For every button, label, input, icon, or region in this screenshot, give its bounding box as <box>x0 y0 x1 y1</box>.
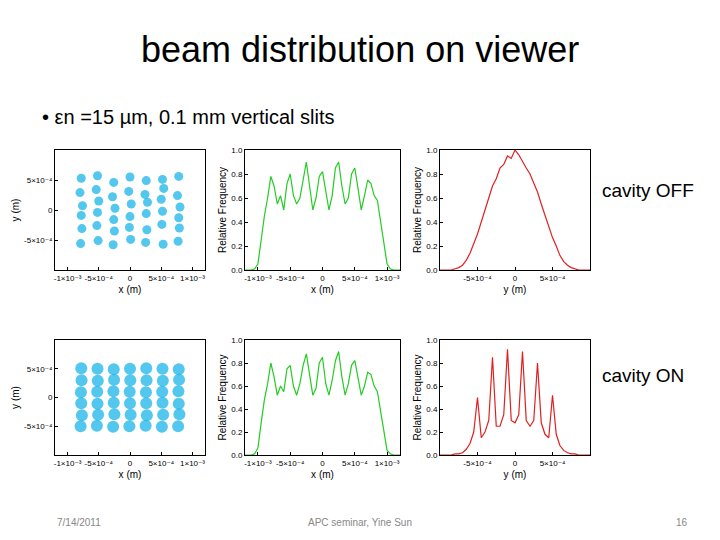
svg-text:-5×10⁻⁴: -5×10⁻⁴ <box>85 459 114 468</box>
svg-text:-1×10⁻³: -1×10⁻³ <box>54 459 82 468</box>
svg-text:0.2: 0.2 <box>231 242 243 251</box>
svg-text:0.4: 0.4 <box>231 218 243 227</box>
svg-text:5×10⁻⁴: 5×10⁻⁴ <box>148 274 174 283</box>
svg-text:0.2: 0.2 <box>426 428 438 437</box>
svg-text:1.0: 1.0 <box>231 336 243 345</box>
svg-text:-5×10⁻⁴: -5×10⁻⁴ <box>276 459 305 468</box>
svg-text:0.4: 0.4 <box>231 405 243 414</box>
svg-text:0.6: 0.6 <box>231 194 243 203</box>
svg-text:x (m): x (m) <box>119 469 142 480</box>
svg-text:0: 0 <box>320 459 325 468</box>
svg-text:5×10⁻⁴: 5×10⁻⁴ <box>342 274 368 283</box>
svg-text:0.8: 0.8 <box>231 359 243 368</box>
svg-text:-5×10⁻⁴: -5×10⁻⁴ <box>276 274 305 283</box>
svg-text:0: 0 <box>48 206 53 215</box>
svg-text:0.6: 0.6 <box>426 382 438 391</box>
svg-text:x (m): x (m) <box>311 284 334 295</box>
svg-text:0: 0 <box>128 274 133 283</box>
svg-text:• εn =15 µm, 0.1 mm vertical s: • εn =15 µm, 0.1 mm vertical slits <box>42 106 335 128</box>
svg-text:-5×10⁻⁴: -5×10⁻⁴ <box>463 459 492 468</box>
svg-text:0: 0 <box>48 393 53 402</box>
svg-text:-1×10⁻³: -1×10⁻³ <box>244 274 272 283</box>
svg-text:1×10⁻³: 1×10⁻³ <box>375 459 400 468</box>
svg-text:cavity OFF: cavity OFF <box>602 180 694 201</box>
svg-text:y (m): y (m) <box>504 469 527 480</box>
svg-text:0.4: 0.4 <box>426 218 438 227</box>
svg-text:0: 0 <box>513 459 518 468</box>
svg-text:0.8: 0.8 <box>231 170 243 179</box>
svg-text:Relative Frequency: Relative Frequency <box>217 354 228 440</box>
svg-text:0: 0 <box>128 459 133 468</box>
svg-text:5×10⁻⁴: 5×10⁻⁴ <box>27 365 53 374</box>
svg-text:0.0: 0.0 <box>231 451 243 460</box>
svg-text:-5×10⁻⁴: -5×10⁻⁴ <box>85 274 114 283</box>
svg-text:1.0: 1.0 <box>426 336 438 345</box>
svg-text:0.6: 0.6 <box>231 382 243 391</box>
svg-text:0.2: 0.2 <box>426 242 438 251</box>
svg-text:0.6: 0.6 <box>426 194 438 203</box>
svg-text:cavity ON: cavity ON <box>602 365 684 386</box>
svg-text:-1×10⁻³: -1×10⁻³ <box>244 459 272 468</box>
svg-text:-5×10⁻⁴: -5×10⁻⁴ <box>463 274 492 283</box>
svg-text:1.0: 1.0 <box>231 146 243 155</box>
svg-text:1.0: 1.0 <box>426 146 438 155</box>
svg-text:0: 0 <box>320 274 325 283</box>
svg-text:beam distribution on viewer: beam distribution on viewer <box>141 29 579 70</box>
svg-text:Relative Frequency: Relative Frequency <box>217 167 228 253</box>
svg-text:0.2: 0.2 <box>231 428 243 437</box>
svg-text:Relative Frequency: Relative Frequency <box>412 167 423 253</box>
svg-text:x (m): x (m) <box>311 469 334 480</box>
svg-text:y (m): y (m) <box>10 199 21 222</box>
svg-text:0.0: 0.0 <box>426 451 438 460</box>
svg-text:0.0: 0.0 <box>231 266 243 275</box>
svg-text:1×10⁻³: 1×10⁻³ <box>180 274 205 283</box>
svg-text:0.8: 0.8 <box>426 359 438 368</box>
svg-text:0: 0 <box>513 274 518 283</box>
svg-text:5×10⁻⁴: 5×10⁻⁴ <box>27 176 53 185</box>
svg-text:0.0: 0.0 <box>426 266 438 275</box>
svg-text:y (m): y (m) <box>10 386 21 409</box>
svg-text:APC seminar, Yine Sun: APC seminar, Yine Sun <box>308 517 412 528</box>
svg-text:5×10⁻⁴: 5×10⁻⁴ <box>540 459 566 468</box>
svg-text:x (m): x (m) <box>119 284 142 295</box>
svg-text:-5×10⁻⁴: -5×10⁻⁴ <box>24 236 53 245</box>
svg-text:0.8: 0.8 <box>426 170 438 179</box>
svg-text:5×10⁻⁴: 5×10⁻⁴ <box>148 459 174 468</box>
svg-text:5×10⁻⁴: 5×10⁻⁴ <box>342 459 368 468</box>
svg-text:Relative Frequency: Relative Frequency <box>412 354 423 440</box>
svg-text:-5×10⁻⁴: -5×10⁻⁴ <box>24 422 53 431</box>
svg-text:-1×10⁻³: -1×10⁻³ <box>54 274 82 283</box>
svg-text:16: 16 <box>676 517 688 528</box>
svg-text:1×10⁻³: 1×10⁻³ <box>180 459 205 468</box>
svg-text:0.4: 0.4 <box>426 405 438 414</box>
svg-text:7/14/2011: 7/14/2011 <box>57 517 101 528</box>
svg-text:1×10⁻³: 1×10⁻³ <box>375 274 400 283</box>
svg-text:y (m): y (m) <box>504 284 527 295</box>
svg-text:5×10⁻⁴: 5×10⁻⁴ <box>540 274 566 283</box>
